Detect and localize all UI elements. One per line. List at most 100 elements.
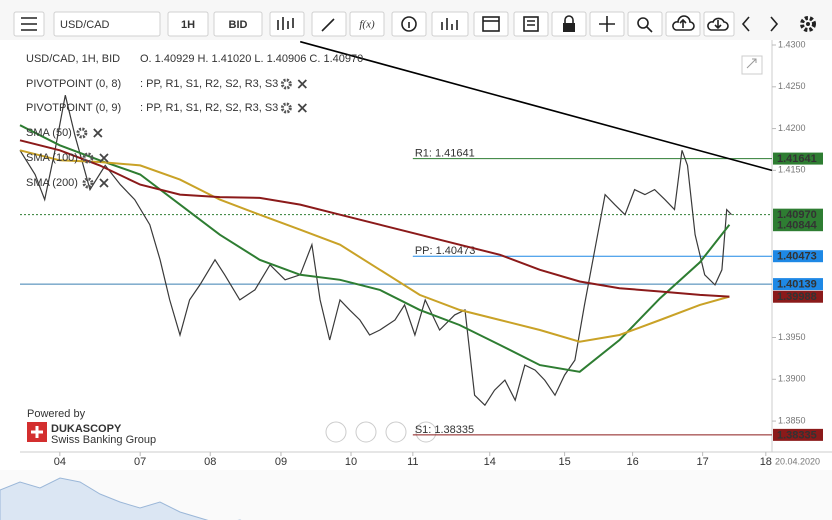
side-button[interactable]: BID [213, 11, 263, 37]
indicator-item: S1, [186, 102, 203, 114]
zoom-button[interactable] [627, 11, 663, 37]
menu-button[interactable] [13, 11, 45, 37]
expand-button[interactable] [741, 55, 763, 75]
indicator-name: PIVOTPOINT (0, 8) [26, 78, 121, 90]
indicator-item: S1, [186, 78, 203, 90]
navigator [0, 470, 832, 520]
indicator-item: S2, [225, 102, 242, 114]
y-tick-label: 1.4200 [778, 123, 806, 133]
x-tick-label: 11 [407, 456, 418, 468]
indicator-item: R2, [205, 102, 222, 114]
indicator-item: R1, [165, 78, 182, 90]
indicator-item: R2, [205, 78, 222, 90]
fx-button[interactable]: f(x) [349, 11, 385, 37]
y-tick-label: 1.3900 [778, 374, 806, 384]
sma-line [19, 124, 731, 373]
settings-icon[interactable] [82, 177, 94, 189]
toolbar: USD/CAD 1H BID f(x) [0, 0, 832, 40]
price-tag [773, 290, 823, 303]
y-tick-label: 1.3850 [778, 415, 806, 425]
period-button[interactable]: 1H [167, 11, 209, 37]
brand-sub: Swiss Banking Group [51, 434, 156, 446]
price-tag-label: 1.40970 [777, 209, 817, 221]
calendar-button[interactable] [473, 11, 509, 37]
price-tag [773, 219, 823, 232]
remove-icon[interactable] [297, 103, 307, 113]
report-button[interactable] [513, 11, 549, 37]
price-tag [773, 208, 823, 221]
download-button[interactable] [703, 11, 735, 37]
remove-icon[interactable] [99, 153, 109, 163]
draw-button[interactable] [311, 11, 347, 37]
trendline [299, 40, 773, 172]
price-tag [773, 278, 823, 291]
scroll-left[interactable] [325, 421, 347, 443]
price-tag [773, 250, 823, 263]
zoom-reset[interactable] [385, 421, 407, 443]
info-button[interactable] [391, 11, 427, 37]
back-button[interactable] [741, 16, 750, 32]
x-tick-label: 14 [484, 456, 496, 468]
x-tick-label: 09 [275, 456, 287, 468]
x-tick-label: 10 [345, 456, 357, 468]
powered-by: Powered by [27, 408, 86, 420]
y-tick-label: 1.3950 [778, 332, 806, 342]
price-line [19, 95, 732, 407]
symbol-input[interactable]: USD/CAD [53, 11, 161, 37]
price-tag-label: 1.40844 [777, 220, 818, 232]
zoom-out[interactable] [355, 421, 377, 443]
sma-legend: SMA (200) [26, 177, 78, 189]
y-tick-label: 1.4250 [778, 81, 806, 91]
crosshair-button[interactable] [589, 11, 625, 37]
pivot-level-label: S1: 1.38335 [415, 424, 474, 436]
forward-button[interactable] [770, 16, 779, 32]
plot: R1: 1.41641 PP: 1.40473 S1: 1.38335 [19, 40, 773, 436]
indicator-item: S2, [225, 78, 242, 90]
settings-button[interactable] [800, 16, 816, 32]
price-tag-label: 1.39988 [777, 291, 817, 303]
chart-type-button[interactable] [269, 11, 305, 37]
y-tick-label: 1.4300 [778, 39, 806, 49]
price-tag [773, 152, 823, 165]
remove-icon[interactable] [99, 178, 109, 188]
logo-cross [31, 426, 43, 438]
price-tag-label: 1.41641 [777, 153, 817, 165]
pivot-level-label: R1: 1.41641 [415, 147, 475, 159]
chart-title: USD/CAD, 1H, BID [26, 53, 120, 65]
indicator-item: R1, [165, 102, 182, 114]
settings-icon[interactable] [82, 152, 94, 164]
x-tick-label: 17 [697, 456, 709, 468]
indicator-name: PIVOTPOINT (0, 9) [26, 102, 121, 114]
brand-name: DUKASCOPY [51, 423, 122, 435]
ohlc: O. 1.40929 H. 1.41020 L. 1.40906 C. 1.40… [140, 53, 363, 65]
indicator-item: R3, [245, 78, 262, 90]
x-tick-label: 07 [134, 456, 146, 468]
sma-legend: SMA (50) [26, 127, 72, 139]
settings-icon[interactable] [280, 102, 292, 114]
sma-line [19, 139, 730, 298]
remove-icon[interactable] [297, 79, 307, 89]
price-tag [773, 428, 823, 441]
sma-legend: SMA (100) [26, 152, 78, 164]
x-tick-label: 04 [54, 456, 66, 468]
volume-button[interactable] [431, 11, 469, 37]
x-tick-label: 16 [626, 456, 638, 468]
indicator-item: R3, [245, 102, 262, 114]
remove-icon[interactable] [93, 128, 103, 138]
settings-icon[interactable] [76, 127, 88, 139]
indicator-item: : PP, [140, 102, 162, 114]
x-tick-label: 08 [204, 456, 216, 468]
upload-button[interactable] [665, 11, 701, 37]
zoom-controls [325, 421, 437, 443]
indicator-item: S3 [265, 102, 278, 114]
price-tag-label: 1.38335 [777, 429, 817, 441]
sma-line [19, 149, 730, 343]
price-tag-label: 1.40473 [777, 251, 817, 263]
pivot-level-label: PP: 1.40473 [415, 245, 476, 257]
lock-button[interactable] [551, 11, 587, 37]
settings-icon[interactable] [280, 78, 292, 90]
zoom-in[interactable] [415, 421, 437, 443]
x-tick-label: 18 [760, 456, 772, 468]
period: 1H [181, 19, 195, 31]
fx-label: f(x) [359, 19, 375, 31]
